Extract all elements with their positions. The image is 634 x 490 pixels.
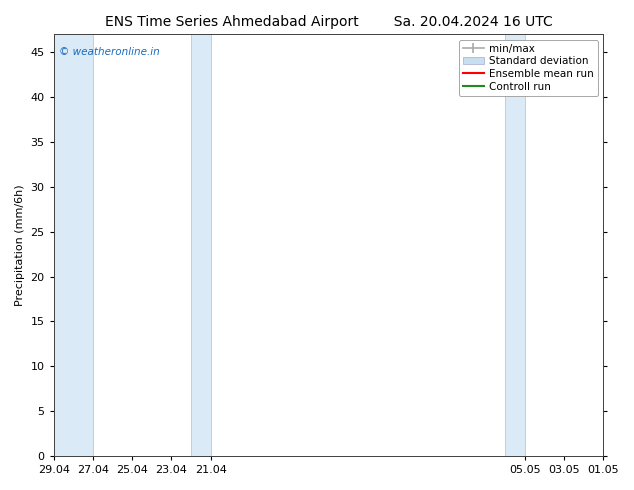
Legend: min/max, Standard deviation, Ensemble mean run, Controll run: min/max, Standard deviation, Ensemble me…: [459, 40, 598, 96]
Bar: [54, 34, 93, 456]
Title: ENS Time Series Ahmedabad Airport        Sa. 20.04.2024 16 UTC: ENS Time Series Ahmedabad Airport Sa. 20…: [105, 15, 552, 29]
Y-axis label: Precipitation (mm/6h): Precipitation (mm/6h): [15, 184, 25, 306]
Text: © weatheronline.in: © weatheronline.in: [59, 47, 160, 57]
Bar: [505, 34, 525, 456]
Bar: [191, 34, 210, 456]
